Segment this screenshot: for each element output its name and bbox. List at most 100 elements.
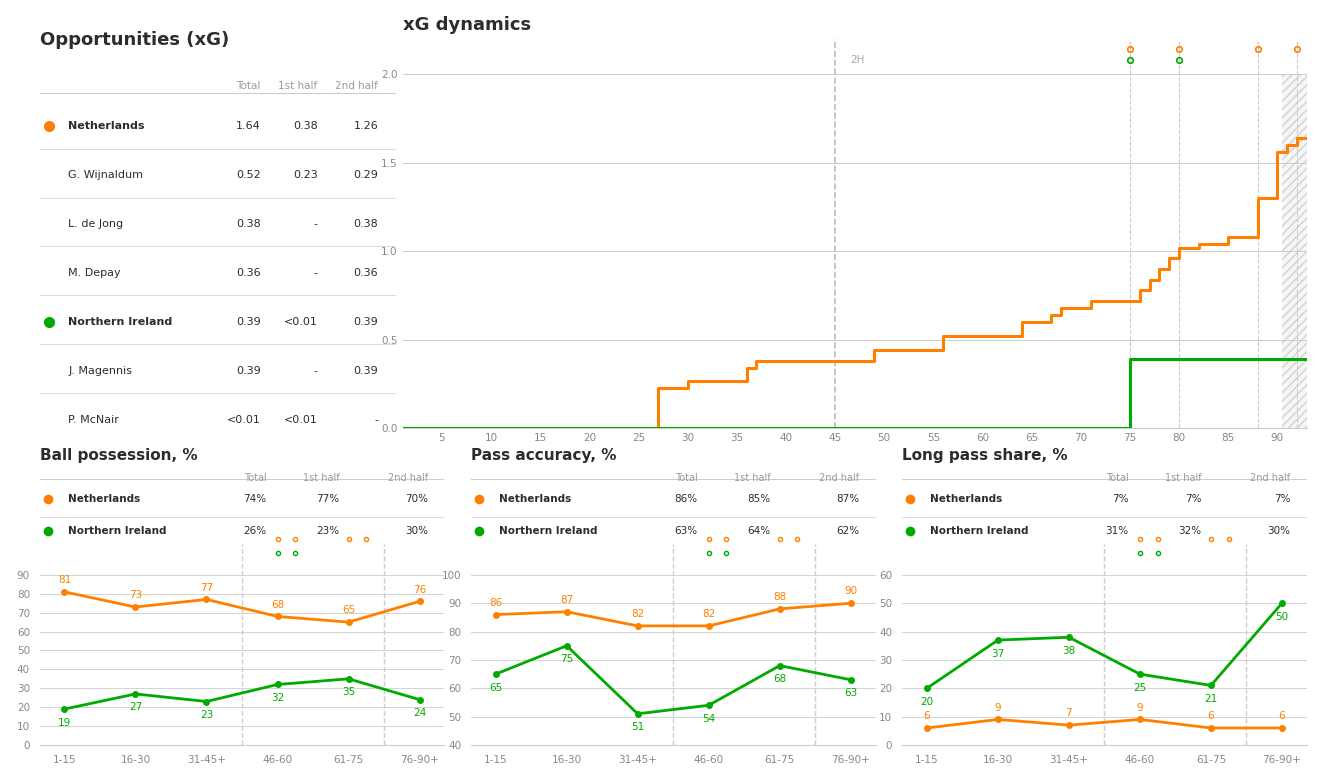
Text: Total: Total [243, 472, 267, 482]
Text: 1.64: 1.64 [236, 121, 260, 130]
Text: 75: 75 [560, 654, 573, 664]
Text: P. McNair: P. McNair [69, 415, 119, 425]
Text: 1st half: 1st half [302, 472, 339, 482]
Text: 6: 6 [1279, 711, 1286, 721]
Text: Total: Total [1106, 472, 1129, 482]
Text: <0.01: <0.01 [284, 317, 318, 327]
Text: 87%: 87% [837, 494, 859, 504]
Text: 26%: 26% [243, 527, 267, 537]
Text: 1.26: 1.26 [354, 121, 379, 130]
Text: 21: 21 [1204, 694, 1217, 704]
Text: 30%: 30% [405, 527, 428, 537]
Text: 7%: 7% [1113, 494, 1129, 504]
Text: M. Depay: M. Depay [69, 268, 120, 278]
Text: 51: 51 [631, 723, 644, 733]
Text: 0.29: 0.29 [354, 170, 379, 180]
Text: 37: 37 [991, 648, 1005, 659]
Text: 0.38: 0.38 [354, 218, 379, 229]
Text: Northern Ireland: Northern Ireland [499, 527, 598, 537]
Text: 2nd half: 2nd half [388, 472, 428, 482]
Text: 1st half: 1st half [734, 472, 771, 482]
Text: G. Wijnaldum: G. Wijnaldum [69, 170, 143, 180]
Text: Netherlands: Netherlands [67, 494, 140, 504]
Text: 7%: 7% [1274, 494, 1291, 504]
Text: 35: 35 [342, 687, 355, 697]
Text: 64%: 64% [747, 527, 771, 537]
Text: 6: 6 [1208, 711, 1214, 721]
Text: Opportunities (xG): Opportunities (xG) [40, 32, 228, 49]
Text: 0.38: 0.38 [236, 218, 260, 229]
Text: 2nd half: 2nd half [1250, 472, 1291, 482]
Text: 77%: 77% [315, 494, 339, 504]
Text: -: - [314, 366, 318, 376]
Text: Northern Ireland: Northern Ireland [69, 317, 173, 327]
Text: <0.01: <0.01 [227, 415, 260, 425]
Text: 7: 7 [1065, 709, 1072, 718]
Text: 32%: 32% [1179, 527, 1201, 537]
Text: 7%: 7% [1185, 494, 1201, 504]
Text: 0.39: 0.39 [354, 317, 379, 327]
Text: 54: 54 [702, 714, 715, 724]
Text: 2H: 2H [850, 55, 865, 65]
Text: 76: 76 [413, 584, 426, 594]
Text: 68: 68 [271, 600, 284, 610]
Text: 25: 25 [1134, 682, 1147, 692]
Text: 0.36: 0.36 [354, 268, 379, 278]
Text: Northern Ireland: Northern Ireland [67, 527, 166, 537]
Text: 38: 38 [1063, 645, 1076, 655]
Text: 0.36: 0.36 [236, 268, 260, 278]
Text: L. de Jong: L. de Jong [69, 218, 123, 229]
Text: 0.39: 0.39 [354, 366, 379, 376]
Text: Total: Total [236, 81, 260, 91]
Text: 2nd half: 2nd half [820, 472, 859, 482]
Text: 31%: 31% [1106, 527, 1129, 537]
Text: 82: 82 [631, 609, 644, 619]
Text: 27: 27 [129, 703, 143, 713]
Text: Netherlands: Netherlands [499, 494, 572, 504]
Text: Pass accuracy, %: Pass accuracy, % [471, 448, 616, 462]
Text: 0.52: 0.52 [236, 170, 260, 180]
Text: 20: 20 [920, 697, 933, 707]
Text: 81: 81 [58, 575, 71, 585]
Text: 65: 65 [342, 605, 355, 615]
Text: 65: 65 [488, 682, 503, 692]
Text: 19: 19 [58, 718, 71, 727]
Text: -: - [314, 268, 318, 278]
Text: 62%: 62% [837, 527, 859, 537]
Text: 70%: 70% [405, 494, 428, 504]
Text: Total: Total [675, 472, 697, 482]
Text: 86%: 86% [675, 494, 697, 504]
Text: 23%: 23% [315, 527, 339, 537]
Text: 23: 23 [199, 710, 213, 720]
Text: 2nd half: 2nd half [335, 81, 379, 91]
Text: 86: 86 [488, 598, 503, 608]
Text: 63: 63 [843, 689, 858, 699]
Text: -: - [314, 218, 318, 229]
Text: xG dynamics: xG dynamics [403, 16, 531, 34]
Text: 24: 24 [413, 708, 426, 718]
Text: Netherlands: Netherlands [69, 121, 145, 130]
Text: 73: 73 [129, 591, 143, 600]
Text: 0.23: 0.23 [293, 170, 318, 180]
Text: 74%: 74% [243, 494, 267, 504]
Text: 68: 68 [774, 674, 787, 684]
Text: J. Magennis: J. Magennis [69, 366, 132, 376]
Text: 1st half: 1st half [279, 81, 318, 91]
Text: Ball possession, %: Ball possession, % [40, 448, 197, 462]
Text: <0.01: <0.01 [284, 415, 318, 425]
Text: 90: 90 [845, 587, 857, 597]
Text: 9: 9 [994, 703, 1001, 713]
Text: 88: 88 [774, 592, 787, 602]
Text: 30%: 30% [1267, 527, 1291, 537]
Bar [1282, 74, 1307, 428]
Text: Long pass share, %: Long pass share, % [902, 448, 1068, 462]
Text: 50: 50 [1275, 611, 1288, 621]
Bar [1282, 74, 1307, 428]
Text: -: - [374, 415, 379, 425]
Text: 82: 82 [702, 609, 715, 619]
Text: 0.38: 0.38 [293, 121, 318, 130]
Text: 0.39: 0.39 [236, 366, 260, 376]
Text: 87: 87 [560, 595, 573, 605]
Text: 85%: 85% [747, 494, 771, 504]
Text: 6: 6 [924, 711, 931, 721]
